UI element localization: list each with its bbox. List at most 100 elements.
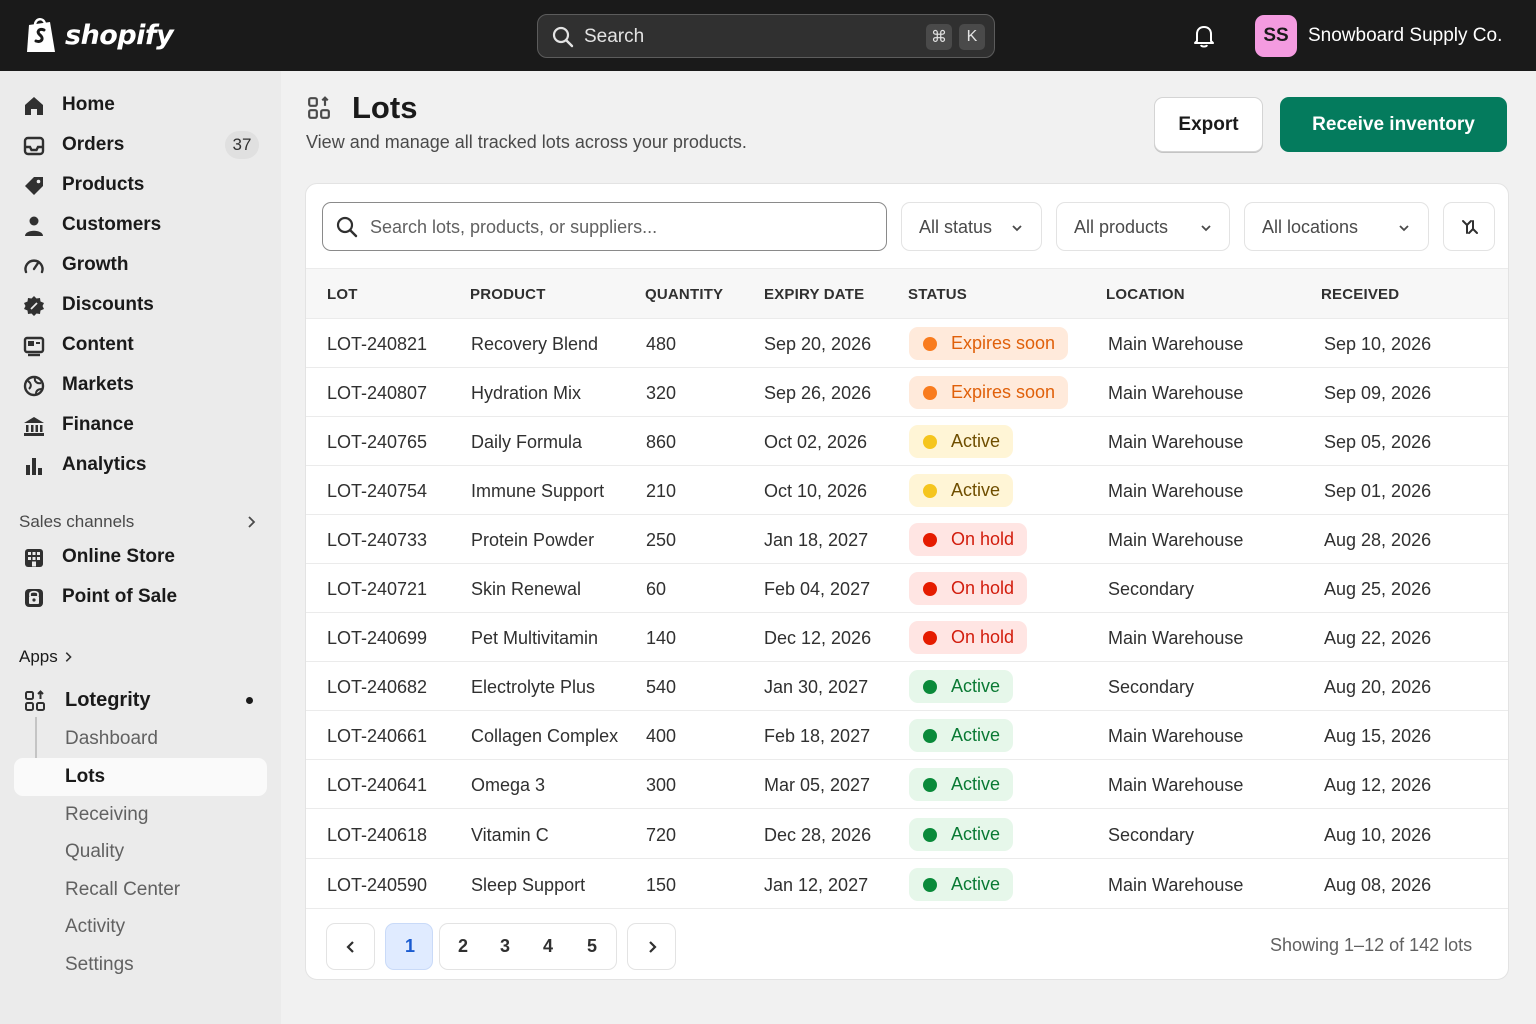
lot-cell[interactable]: LOT-240721 <box>327 579 428 599</box>
lot-cell[interactable]: LOT-240733 <box>327 530 428 550</box>
lot-cell[interactable]: LOT-240807 <box>327 383 428 403</box>
location-cell: Main Warehouse <box>1108 875 1244 895</box>
received-date-cell: Sep 10, 2026 <box>1324 334 1432 354</box>
bank-icon <box>24 417 44 436</box>
app-page-label: Activity <box>65 916 126 937</box>
lot-cell[interactable]: LOT-240641 <box>327 775 428 795</box>
lot-cell[interactable]: LOT-240618 <box>327 825 428 845</box>
table-row[interactable]: LOT-240618 Vitamin C 720 Dec 28, 2026 Second… <box>306 810 1508 859</box>
column-header-lot[interactable]: LOT <box>327 286 358 303</box>
sidebar-item-discounts[interactable]: Discounts <box>14 286 267 324</box>
app-page-label: Quality <box>65 841 125 862</box>
sidebar-item-customers[interactable]: Customers <box>14 206 267 244</box>
lots-table-card: Search lots, products, or suppliers... A… <box>305 183 1509 980</box>
table-row[interactable]: LOT-240807 Hydration Mix 320 Sep 26, 2026 Ma… <box>306 368 1508 417</box>
page-button-2[interactable]: 2 <box>458 936 469 956</box>
product-cell: Protein Powder <box>471 530 595 550</box>
status-badge: Expires soon <box>909 376 1069 409</box>
app-page-recall-center[interactable]: Recall Center <box>14 871 267 909</box>
lot-cell[interactable]: LOT-240682 <box>327 677 428 697</box>
store-name[interactable]: Snowboard Supply Co. <box>1308 25 1503 46</box>
table-row[interactable]: LOT-240590 Sleep Support 150 Jan 12, 2027 Ma… <box>306 860 1508 909</box>
global-search[interactable]: Search ⌘ K <box>537 14 995 58</box>
shopify-bag-icon <box>27 18 55 52</box>
lot-cell[interactable]: LOT-240765 <box>327 432 428 452</box>
column-header-location[interactable]: LOCATION <box>1106 286 1185 303</box>
sidebar-item-finance[interactable]: Finance <box>14 406 267 444</box>
table-row[interactable]: LOT-240721 Skin Renewal 60 Feb 04, 2027 Seco… <box>306 564 1508 613</box>
table-row[interactable]: LOT-240699 Pet Multivitamin 140 Dec 12, 202… <box>306 613 1508 662</box>
column-header-expiry-date[interactable]: EXPIRY DATE <box>764 286 865 303</box>
notifications-bell-icon[interactable] <box>1190 22 1218 50</box>
sidebar-item-home[interactable]: Home <box>14 86 267 124</box>
sidebar-item-lotegrity[interactable]: Lotegrity <box>14 681 267 719</box>
sidebar-item-online-store[interactable]: Online Store <box>14 538 267 576</box>
status-badge: Active <box>909 425 1014 458</box>
sidebar-item-orders[interactable]: Orders 37 <box>14 126 267 164</box>
quantity-cell: 480 <box>646 334 677 354</box>
lot-cell[interactable]: LOT-240661 <box>327 726 428 746</box>
app-page-dashboard[interactable]: Dashboard <box>14 720 267 758</box>
column-header-quantity[interactable]: QUANTITY <box>645 286 724 303</box>
locations-filter-dropdown[interactable]: All locations <box>1244 202 1429 251</box>
app-page-lots[interactable]: Lots <box>14 758 267 796</box>
column-header-received[interactable]: RECEIVED <box>1321 286 1400 303</box>
person-icon <box>25 216 43 236</box>
chevron-right-icon <box>649 941 657 953</box>
store-avatar[interactable]: SS <box>1255 15 1297 57</box>
search-icon <box>552 26 574 48</box>
lot-cell[interactable]: LOT-240699 <box>327 628 428 648</box>
column-header-product[interactable]: PRODUCT <box>470 286 546 303</box>
table-row[interactable]: LOT-240765 Daily Formula 860 Oct 02, 2026 Ma… <box>306 417 1508 466</box>
table-row[interactable]: LOT-240682 Electrolyte Plus 540 Jan 30, 202… <box>306 662 1508 711</box>
table-row[interactable]: LOT-240733 Protein Powder 250 Jan 18, 2027 M… <box>306 515 1508 564</box>
app-page-quality[interactable]: Quality <box>14 833 267 871</box>
chevron-right-icon[interactable] <box>244 515 258 529</box>
sidebar-item-content[interactable]: Content <box>14 326 267 364</box>
page-button-4[interactable]: 4 <box>543 936 554 956</box>
app-page-activity[interactable]: Activity <box>14 908 267 946</box>
shopify-logo[interactable]: shopify <box>24 16 174 54</box>
location-cell: Secondary <box>1108 579 1195 599</box>
next-page-button[interactable] <box>627 923 676 970</box>
quantity-cell: 540 <box>646 677 677 697</box>
sidebar-item-markets[interactable]: Markets <box>14 366 267 404</box>
chevron-right-icon[interactable] <box>62 651 74 663</box>
expiry-date-cell: Dec 28, 2026 <box>764 825 872 845</box>
table-row[interactable]: LOT-240754 Immune Support 210 Oct 10, 2026 M… <box>306 466 1508 515</box>
sidebar-item-point-of-sale[interactable]: Point of Sale <box>14 578 267 616</box>
lot-cell[interactable]: LOT-240590 <box>327 875 428 895</box>
column-header-status[interactable]: STATUS <box>908 286 967 303</box>
sort-button[interactable] <box>1443 202 1495 251</box>
receive-inventory-button[interactable]: Receive inventory <box>1280 97 1507 152</box>
page-button-current[interactable]: 1 <box>385 923 433 970</box>
expiry-date-cell: Feb 04, 2027 <box>764 579 871 599</box>
app-page-receiving[interactable]: Receiving <box>14 796 267 834</box>
sales-channels-heading[interactable]: Sales channels <box>19 512 135 531</box>
apps-heading[interactable]: Apps <box>19 647 58 666</box>
previous-page-button[interactable] <box>326 923 375 970</box>
sidebar-item-growth[interactable]: Growth <box>14 246 267 284</box>
status-filter-dropdown[interactable]: All status <box>901 202 1042 251</box>
product-cell: Vitamin C <box>471 825 549 845</box>
table-row[interactable]: LOT-240661 Collagen Complex 400 Feb 18, 202… <box>306 711 1508 760</box>
app-page-settings[interactable]: Settings <box>14 946 267 984</box>
table-row[interactable]: LOT-240821 Recovery Blend 480 Sep 20, 2026 M… <box>306 319 1508 368</box>
lot-cell[interactable]: LOT-240754 <box>327 481 428 501</box>
table-row[interactable]: LOT-240641 Omega 3 300 Mar 05, 2027 Main War… <box>306 760 1508 809</box>
received-date-cell: Aug 12, 2026 <box>1324 775 1432 795</box>
export-button[interactable]: Export <box>1154 97 1263 152</box>
location-cell: Main Warehouse <box>1108 726 1244 746</box>
page-button-3[interactable]: 3 <box>500 936 511 956</box>
sidebar-item-analytics[interactable]: Analytics <box>14 446 267 484</box>
brand-name: shopify <box>65 19 174 51</box>
lot-cell[interactable]: LOT-240821 <box>327 334 428 354</box>
products-filter-dropdown[interactable]: All products <box>1056 202 1230 251</box>
received-date-cell: Aug 20, 2026 <box>1324 677 1432 697</box>
sort-icon <box>1462 220 1478 234</box>
status-dot <box>923 434 937 449</box>
sidebar-item-products[interactable]: Products <box>14 166 267 204</box>
page-button-5[interactable]: 5 <box>587 936 598 956</box>
lots-search-input[interactable]: Search lots, products, or suppliers... <box>322 202 887 251</box>
top-bar: shopify Search ⌘ K SS Snowboard Supply C… <box>0 0 1536 71</box>
